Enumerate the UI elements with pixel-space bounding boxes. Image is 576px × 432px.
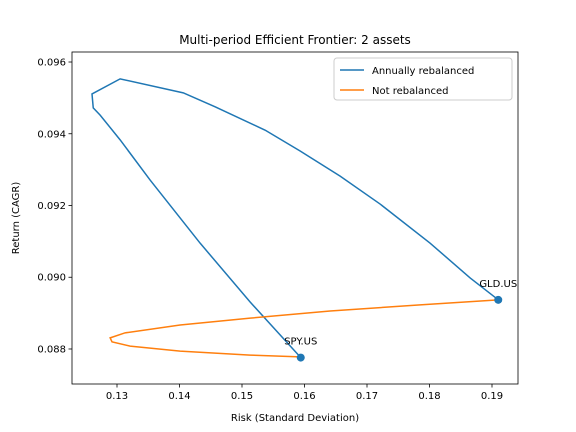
asset-label: GLD.US bbox=[479, 279, 517, 290]
x-tick-label: 0.19 bbox=[481, 391, 503, 402]
y-axis-label: Return (CAGR) bbox=[11, 182, 22, 255]
series-line bbox=[91, 78, 499, 358]
y-tick-label: 0.094 bbox=[37, 129, 66, 140]
series-line bbox=[109, 299, 499, 358]
x-tick-label: 0.18 bbox=[418, 391, 440, 402]
x-tick-label: 0.16 bbox=[293, 391, 315, 402]
x-tick-label: 0.14 bbox=[168, 391, 190, 402]
y-tick-label: 0.090 bbox=[37, 273, 66, 284]
x-tick-label: 0.17 bbox=[356, 391, 378, 402]
legend-label: Not rebalanced bbox=[372, 86, 448, 97]
legend-box bbox=[333, 57, 513, 101]
y-tick-label: 0.096 bbox=[37, 58, 66, 69]
y-tick-label: 0.088 bbox=[37, 344, 66, 355]
asset-point bbox=[494, 295, 503, 304]
asset-label: SPY.US bbox=[284, 337, 317, 348]
x-axis-label: Risk (Standard Deviation) bbox=[231, 413, 359, 424]
chart-title: Multi-period Efficient Frontier: 2 asset… bbox=[179, 33, 411, 47]
y-tick-label: 0.092 bbox=[37, 201, 66, 212]
asset-point bbox=[296, 353, 305, 362]
legend-label: Annually rebalanced bbox=[372, 66, 474, 77]
axes-frame bbox=[71, 51, 519, 385]
x-tick-label: 0.15 bbox=[231, 391, 253, 402]
x-tick-label: 0.13 bbox=[106, 391, 128, 402]
